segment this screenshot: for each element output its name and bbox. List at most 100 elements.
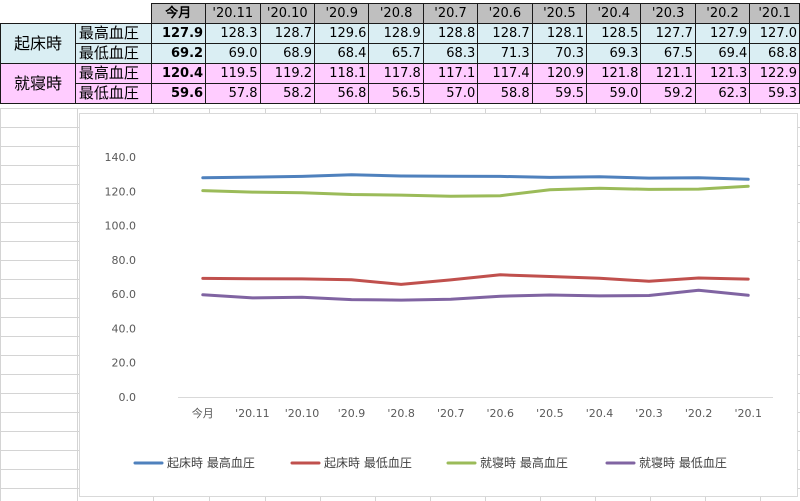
x-tick-label: '20.6 (487, 407, 515, 420)
column-header[interactable]: '20.5 (531, 3, 588, 24)
value-cell[interactable]: 128.9 (368, 23, 424, 44)
series-line-4[interactable] (201, 288, 750, 302)
y-tick-label: 0.0 (119, 391, 137, 404)
y-tick-label: 140.0 (105, 151, 137, 164)
value-cell[interactable]: 122.9 (749, 63, 800, 84)
x-tick-label: '20.2 (685, 407, 713, 420)
value-cell[interactable]: 56.5 (368, 83, 424, 104)
column-header[interactable]: '20.1 (749, 3, 800, 24)
value-cell[interactable]: 58.8 (477, 83, 533, 104)
column-header[interactable]: '20.8 (368, 3, 424, 24)
value-cell[interactable]: 117.4 (477, 63, 533, 84)
y-tick-label: 100.0 (105, 220, 137, 233)
blood-pressure-chart[interactable]: 0.0 20.0 40.0 60.0 80.0 100.0 120.0 140.0 今月 '20.… (79, 113, 798, 497)
value-cell[interactable]: 118.1 (314, 63, 370, 84)
column-header[interactable]: '20.2 (694, 3, 751, 24)
value-cell[interactable]: 128.7 (259, 23, 316, 44)
metric-label[interactable]: 最低血圧 (74, 43, 152, 64)
value-cell[interactable]: 128.5 (586, 23, 642, 44)
value-cell[interactable]: 117.8 (368, 63, 424, 84)
y-tick-label: 60.0 (112, 288, 137, 301)
metric-label[interactable]: 最低血圧 (74, 83, 152, 104)
series-line-1[interactable] (201, 173, 750, 181)
value-cell[interactable]: 57.8 (205, 83, 261, 104)
legend-entry[interactable]: 就寝時 最高血圧 (480, 455, 568, 470)
value-cell[interactable]: 128.1 (531, 23, 588, 44)
value-cell[interactable]: 120.9 (531, 63, 588, 84)
legend-entry[interactable]: 起床時 最低血圧 (324, 456, 412, 470)
value-cell[interactable]: 68.4 (314, 43, 370, 64)
series-line-2[interactable] (201, 273, 750, 286)
value-cell[interactable]: 127.0 (749, 23, 800, 44)
x-tick-label: '20.4 (586, 407, 614, 420)
metric-label[interactable]: 最高血圧 (74, 63, 152, 84)
column-header[interactable]: '20.9 (314, 3, 370, 24)
blank-cell (75, 4, 151, 24)
group-label[interactable]: 起床時 (0, 23, 76, 64)
value-cell[interactable]: 128.7 (477, 23, 533, 44)
value-cell[interactable]: 129.6 (314, 23, 370, 44)
blank-cell (1, 4, 76, 24)
column-header[interactable]: '20.7 (422, 3, 479, 24)
y-tick-label: 80.0 (112, 254, 137, 267)
value-cell[interactable]: 71.3 (477, 43, 533, 64)
value-cell[interactable]: 128.8 (422, 23, 479, 44)
value-cell[interactable]: 69.2 (150, 43, 207, 64)
value-cell[interactable]: 59.3 (749, 83, 800, 104)
value-cell[interactable]: 68.8 (749, 43, 800, 64)
column-header[interactable]: '20.11 (205, 3, 261, 24)
value-cell[interactable]: 59.6 (150, 83, 207, 104)
group-label[interactable]: 就寝時 (0, 63, 76, 104)
column-header[interactable]: '20.3 (640, 3, 696, 24)
value-cell[interactable]: 69.3 (586, 43, 642, 64)
value-cell[interactable]: 70.3 (531, 43, 588, 64)
value-cell[interactable]: 58.2 (259, 83, 316, 104)
value-cell[interactable]: 68.9 (259, 43, 316, 64)
table-row: 起床時 最高血圧 127.9 128.3 128.7 129.6 128.9 128.8 128… (0, 23, 800, 64)
value-cell[interactable]: 127.9 (150, 23, 207, 44)
x-tick-label: 今月 (192, 406, 214, 420)
blood-pressure-table: 今月 '20.11'20.10'20.9'20.8'20.7'20.6'20.5 '… (0, 3, 800, 104)
value-cell[interactable]: 69.4 (694, 43, 751, 64)
legend-entry[interactable]: 起床時 最高血圧 (167, 455, 255, 470)
x-tick-label: '20.9 (338, 407, 366, 420)
x-tick-label: '20.7 (437, 407, 465, 420)
value-cell[interactable]: 69.0 (205, 43, 261, 64)
table-header-row: 今月 '20.11'20.10'20.9'20.8'20.7'20.6'20.5 '… (1, 3, 800, 24)
chart-canvas: 0.0 20.0 40.0 60.0 80.0 100.0 120.0 140.0 今月 '20.… (105, 151, 773, 470)
value-cell[interactable]: 119.2 (259, 63, 316, 84)
column-header[interactable]: '20.10 (259, 3, 316, 24)
y-tick-label: 40.0 (112, 322, 137, 335)
x-tick-label: '20.5 (536, 407, 564, 420)
x-tick-label: '20.1 (734, 407, 762, 420)
table-row: 最低血圧 69.2 69.0 68.9 68.4 65.7 68.3 71.3 70.3 69.3… (1, 43, 800, 64)
value-cell[interactable]: 57.0 (422, 83, 479, 104)
value-cell[interactable]: 56.8 (314, 83, 370, 104)
column-header[interactable]: 今月 (150, 3, 207, 24)
value-cell[interactable]: 59.5 (531, 83, 588, 104)
value-cell[interactable]: 117.1 (422, 63, 479, 84)
value-cell[interactable]: 62.3 (694, 83, 751, 104)
value-cell[interactable]: 121.8 (586, 63, 642, 84)
value-cell[interactable]: 127.7 (640, 23, 696, 44)
value-cell[interactable]: 59.0 (586, 83, 642, 104)
value-cell[interactable]: 59.2 (640, 83, 696, 104)
value-cell[interactable]: 128.3 (205, 23, 261, 44)
value-cell[interactable]: 68.3 (422, 43, 479, 64)
x-tick-label: '20.8 (387, 407, 415, 420)
value-cell[interactable]: 121.3 (694, 63, 751, 84)
value-cell[interactable]: 119.5 (205, 63, 261, 84)
column-header[interactable]: '20.6 (477, 3, 533, 24)
value-cell[interactable]: 67.5 (640, 43, 696, 64)
x-tick-label: '20.10 (285, 407, 320, 420)
column-header[interactable]: '20.4 (586, 3, 642, 24)
metric-label[interactable]: 最高血圧 (74, 23, 152, 44)
x-tick-label: '20.3 (635, 407, 663, 420)
legend-entry[interactable]: 就寝時 最低血圧 (639, 455, 727, 470)
value-cell[interactable]: 65.7 (368, 43, 424, 64)
value-cell[interactable]: 121.1 (640, 63, 696, 84)
series-line-3[interactable] (201, 184, 750, 198)
value-cell[interactable]: 127.9 (694, 23, 751, 44)
y-tick-label: 20.0 (112, 357, 137, 370)
value-cell[interactable]: 120.4 (150, 63, 207, 84)
